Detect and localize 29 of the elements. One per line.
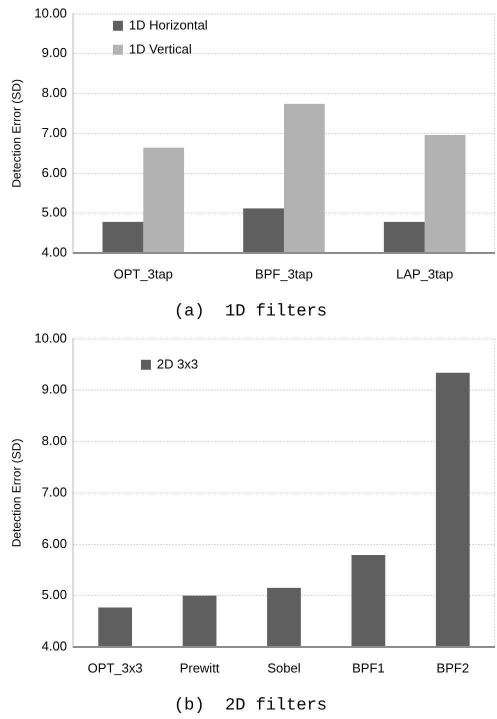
x-tick-label: Sobel	[267, 660, 301, 676]
x-tick-label: LAP_3tap	[396, 266, 454, 282]
y-tick-label: 8.00	[42, 433, 67, 448]
x-tick-label: BPF2	[436, 660, 470, 676]
y-axis-title: Detection Error (SD)	[10, 438, 24, 548]
text: (a) 1D filters	[174, 302, 328, 322]
text: (b) 2D filters	[174, 696, 328, 716]
y-tick-label: 9.00	[42, 382, 67, 397]
y-tick-label: 10.00	[34, 330, 67, 346]
y-tick-label: 10.00	[34, 5, 67, 20]
y-tick-label: 5.00	[42, 587, 67, 602]
legend-label: 2D 3x3	[156, 356, 198, 372]
x-tick-label: Prewitt	[180, 660, 220, 676]
x-tick-label: BPF1	[352, 660, 385, 676]
x-tick-label: BPF_3tap	[255, 266, 313, 282]
y-tick-label: 6.00	[42, 164, 67, 180]
y-axis-title: Detection Error (SD)	[10, 79, 24, 188]
x-tick-label: OPT_3tap	[114, 266, 173, 282]
y-tick-label: 6.00	[42, 536, 67, 551]
y-tick-label: 4.00	[42, 244, 67, 260]
legend-label: 1D Horizontal	[128, 17, 208, 32]
y-tick-label: 9.00	[42, 45, 67, 60]
y-tick-label: 8.00	[42, 85, 67, 100]
y-tick-label: 7.00	[42, 124, 67, 140]
x-tick-label: OPT_3x3	[88, 660, 143, 676]
y-tick-label: 5.00	[42, 204, 67, 220]
y-tick-label: 4.00	[42, 638, 67, 654]
y-tick-label: 7.00	[42, 484, 67, 500]
legend-label: 1D Vertical	[128, 41, 192, 56]
